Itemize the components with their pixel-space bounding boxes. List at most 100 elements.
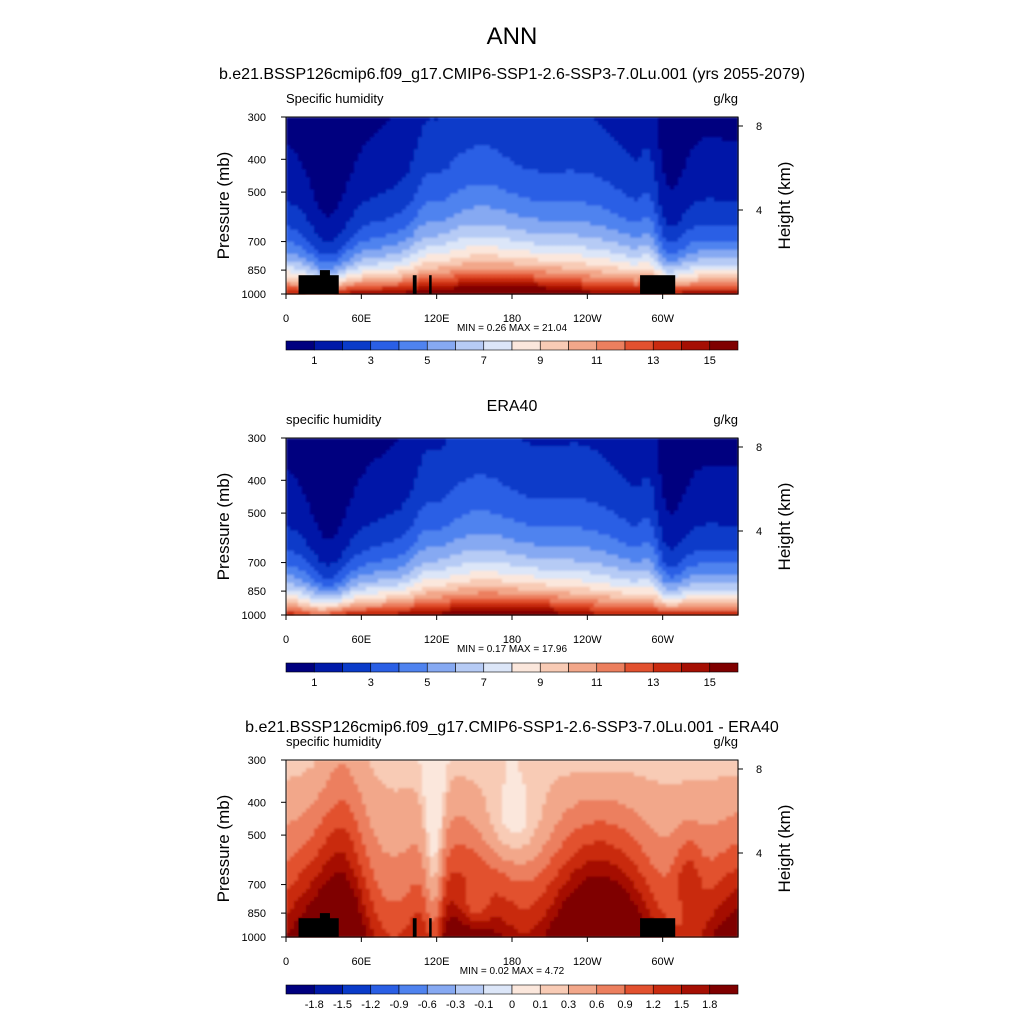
heatmap-cell [458, 169, 463, 174]
heatmap-cell [686, 177, 691, 182]
heatmap-cell [350, 273, 355, 279]
heatmap-cell [402, 253, 407, 259]
heatmap-cell [406, 173, 411, 178]
heatmap-cell [378, 277, 383, 283]
heatmap-cell [394, 273, 399, 279]
heatmap-cell [346, 137, 351, 142]
heatmap-cell [542, 265, 547, 271]
heatmap-cell [714, 169, 719, 174]
heatmap-cell [318, 257, 323, 263]
heatmap-cell [374, 233, 379, 239]
heatmap-cell [634, 197, 639, 203]
heatmap-cell [458, 241, 463, 247]
heatmap-cell [730, 221, 735, 227]
heatmap-cell [554, 165, 559, 170]
heatmap-cell [658, 133, 663, 138]
heatmap-cell [470, 137, 475, 142]
heatmap-cell [622, 217, 627, 223]
heatmap-cell [634, 157, 639, 162]
heatmap-cell [442, 161, 447, 166]
heatmap-cell [406, 117, 411, 122]
heatmap-cell [558, 157, 563, 162]
heatmap-cell [706, 241, 711, 247]
heatmap-cell [370, 253, 375, 259]
heatmap-cell [654, 149, 659, 154]
heatmap-cell [314, 121, 319, 126]
heatmap-cell [438, 193, 443, 199]
heatmap-cell [714, 221, 719, 227]
heatmap-cell [718, 253, 723, 259]
heatmap-cell [634, 241, 639, 247]
heatmap-cell [666, 205, 671, 211]
heatmap-cell [342, 157, 347, 162]
heatmap-cell [566, 221, 571, 227]
heatmap-cell [514, 277, 519, 283]
heatmap-cell [566, 169, 571, 174]
heatmap-cell [726, 281, 731, 287]
heatmap-cell [358, 245, 363, 251]
heatmap-cell [374, 157, 379, 162]
heatmap-cell [486, 261, 491, 267]
heatmap-cell [482, 117, 487, 122]
heatmap-cell [614, 129, 619, 134]
heatmap-cell [562, 145, 567, 150]
heatmap-cell [406, 237, 411, 243]
heatmap-cell [730, 249, 735, 255]
heatmap-cell [294, 169, 299, 174]
heatmap-cell [478, 149, 483, 154]
heatmap-cell [374, 165, 379, 170]
heatmap-cell [642, 165, 647, 170]
heatmap-cell [722, 161, 727, 166]
heatmap-cell [546, 137, 551, 142]
heatmap-cell [294, 253, 299, 259]
heatmap-cell [526, 153, 531, 158]
heatmap-cell [594, 221, 599, 227]
heatmap-cell [674, 289, 679, 295]
heatmap-cell [386, 137, 391, 142]
heatmap-cell [346, 201, 351, 207]
heatmap-cell [590, 245, 595, 251]
heatmap-cell [458, 265, 463, 271]
heatmap-cell [366, 193, 371, 199]
heatmap-cell [578, 165, 583, 170]
heatmap-cell [718, 229, 723, 235]
heatmap-cell [562, 165, 567, 170]
heatmap-cell [318, 237, 323, 243]
heatmap-cell [586, 205, 591, 211]
heatmap-cell [670, 129, 675, 134]
heatmap-cell [594, 253, 599, 259]
heatmap-cell [334, 177, 339, 182]
heatmap-cell [494, 249, 499, 255]
heatmap-cell [694, 161, 699, 166]
heatmap-cell [598, 129, 603, 134]
heatmap-cell [338, 281, 343, 287]
heatmap-cell [734, 241, 739, 247]
heatmap-cell [370, 249, 375, 255]
heatmap-cell [694, 265, 699, 271]
heatmap-cell [654, 221, 659, 227]
heatmap-cell [346, 145, 351, 150]
heatmap-cell [706, 265, 711, 271]
heatmap-cell [358, 173, 363, 178]
heatmap-cell [398, 257, 403, 263]
heatmap-cell [298, 129, 303, 134]
heatmap-cell [634, 285, 639, 291]
heatmap-cell [530, 133, 535, 138]
heatmap-cell [570, 285, 575, 291]
heatmap-cell [378, 273, 383, 279]
heatmap-cell [658, 149, 663, 154]
heatmap-cell [310, 165, 315, 170]
heatmap-cell [586, 257, 591, 263]
heatmap-cell [382, 149, 387, 154]
heatmap-cell [302, 137, 307, 142]
heatmap-cell [634, 213, 639, 219]
heatmap-cell [398, 129, 403, 134]
heatmap-cell [370, 225, 375, 231]
heatmap-cell [482, 285, 487, 291]
heatmap-cell [366, 117, 371, 122]
heatmap-cell [718, 189, 723, 195]
heatmap-cell [354, 289, 359, 295]
heatmap-cell [674, 177, 679, 182]
heatmap-cell [290, 229, 295, 235]
heatmap-cell [526, 213, 531, 219]
